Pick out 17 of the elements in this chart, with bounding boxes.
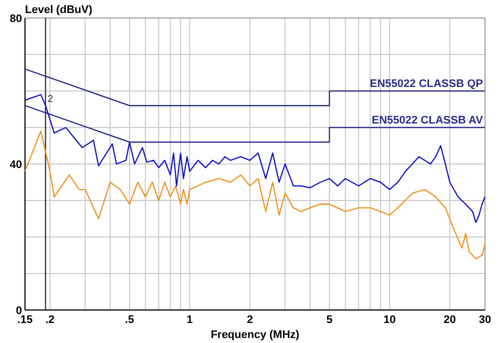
annotation: 2 (48, 94, 54, 105)
y-axis-title: Level (dBuV) (25, 4, 93, 16)
x-tick-label: .15 (17, 314, 33, 326)
x-tick-label: .2 (45, 314, 55, 326)
y-tick-label: 0 (16, 305, 22, 317)
series-label: EN55022 CLASSB AV (372, 114, 484, 126)
x-axis-title: Frequency (MHz) (210, 329, 300, 341)
y-tick-label: 80 (10, 13, 22, 25)
x-tick-label: .5 (124, 314, 134, 326)
x-tick-label: 10 (383, 314, 396, 326)
x-tick-label: 2 (246, 314, 253, 326)
x-tick-label: 20 (444, 314, 456, 326)
y-tick-label: 40 (10, 159, 22, 171)
series-label: EN55022 CLASSB QP (370, 78, 483, 90)
x-tick-label: 1 (186, 314, 193, 326)
x-tick-label: 30 (478, 314, 492, 326)
x-tick-label: 5 (326, 314, 332, 326)
